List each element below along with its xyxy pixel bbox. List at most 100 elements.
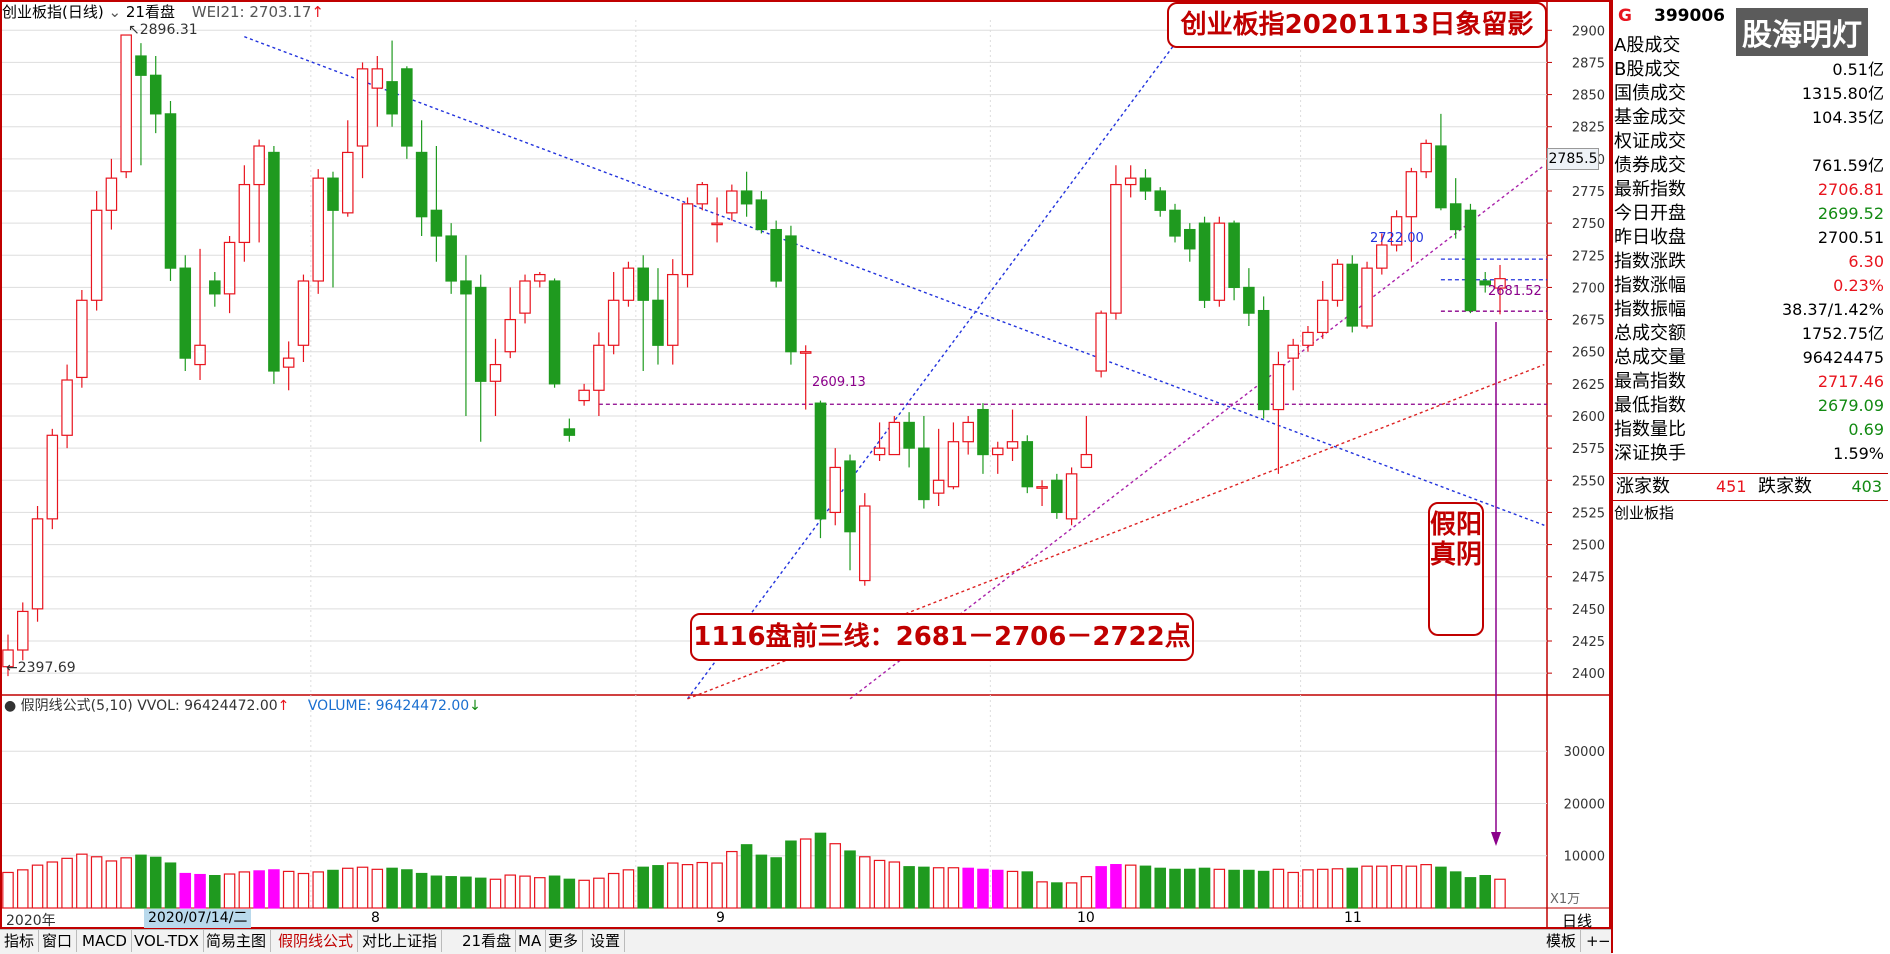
info-row: 指数振幅 38.37/1.42% <box>1612 298 1888 322</box>
candle-body <box>1257 309 1270 411</box>
price-tick-label: 2900 <box>1572 24 1605 39</box>
volume-bar <box>179 872 192 909</box>
volume-bar <box>371 868 384 909</box>
volume-bar <box>474 877 487 909</box>
tab-more[interactable]: 更多 <box>544 930 584 952</box>
price-tick-label: 2500 <box>1572 539 1605 554</box>
candle-body <box>1198 222 1211 301</box>
tab-21-board[interactable]: 21看盘 <box>458 930 517 952</box>
tab-simple-main[interactable]: 简易主图 <box>202 930 272 952</box>
tab-settings[interactable]: 设置 <box>586 930 626 952</box>
candle-body <box>1464 209 1477 312</box>
volume-bar <box>489 878 502 909</box>
info-row-label: 指数涨幅 <box>1614 275 1686 296</box>
candle-body <box>76 299 88 379</box>
volume-bar <box>519 875 531 909</box>
info-row-value: 1752.75亿 <box>1801 324 1884 343</box>
volume-bar <box>282 870 295 909</box>
candle-body <box>1331 263 1344 301</box>
volume-bar <box>962 867 974 909</box>
low-price-value: 2397.69 <box>17 660 76 676</box>
candle-body <box>1302 331 1314 346</box>
candle-body <box>1021 441 1034 488</box>
info-row-value: 6.30 <box>1848 252 1884 271</box>
chart-frame <box>0 0 1611 929</box>
candle-body <box>770 228 782 282</box>
volume-bar <box>1139 865 1152 909</box>
candle-body <box>888 421 901 456</box>
candle-body <box>1184 228 1196 250</box>
volume-bar <box>504 874 517 909</box>
volume-bar <box>622 869 635 909</box>
info-row: 国债成交 1315.80亿 <box>1612 82 1888 106</box>
grid-layer <box>0 0 1611 929</box>
trendline-layer <box>244 23 1547 846</box>
info-row: 指数涨幅 0.23% <box>1612 274 1888 298</box>
volume-bar <box>76 853 88 909</box>
volume-down-arrow-icon: ↓ <box>469 698 481 714</box>
tab-vol-tdx[interactable]: VOL-TDX <box>130 930 204 952</box>
volume-bar <box>829 843 842 909</box>
volume-bar <box>681 864 694 909</box>
mini-chart-title: 创业板指 <box>1614 504 1675 522</box>
info-row: 深证换手 1.59% <box>1612 442 1888 466</box>
vvol-up-arrow-icon: ↑ <box>277 698 290 714</box>
volume-bar <box>1198 867 1211 909</box>
info-row-label: 总成交额 <box>1614 323 1686 344</box>
dropdown-icon[interactable]: ⌄ <box>108 3 122 21</box>
info-row: 最新指数 2706.81 <box>1612 178 1888 202</box>
volume-bar <box>297 872 310 909</box>
remove-button[interactable]: − <box>1598 932 1611 950</box>
info-row-value: 0.69 <box>1848 420 1884 439</box>
info-row-label: 指数量比 <box>1614 419 1686 440</box>
info-row-value: 96424475 <box>1802 348 1884 367</box>
tab-compare-sh[interactable]: 对比上证指 <box>358 930 443 952</box>
candle-body <box>859 505 871 582</box>
candle-layer <box>2 34 1506 677</box>
candle-body <box>1080 453 1093 469</box>
volume-bar <box>223 873 236 909</box>
board-label[interactable]: 21看盘 <box>125 3 175 21</box>
period-label[interactable]: 日线 <box>1562 912 1593 930</box>
info-row-label: 指数涨跌 <box>1614 251 1686 272</box>
quote-sidebar <box>1611 0 1890 953</box>
volume-bar <box>1080 876 1093 909</box>
info-row-label: 最高指数 <box>1614 371 1686 392</box>
candle-body <box>1051 479 1063 514</box>
volume-bar <box>1110 864 1122 909</box>
settings-dot-icon[interactable]: ● <box>4 698 17 714</box>
price-tick-label: 2525 <box>1572 506 1605 521</box>
volume-bar <box>460 876 472 909</box>
volume-bar <box>341 867 354 909</box>
candle-body <box>17 610 29 651</box>
volume-bar <box>932 867 945 909</box>
tab-indicator[interactable]: 指标 <box>0 930 40 952</box>
candle-body <box>1435 145 1447 209</box>
candle-body <box>755 199 768 231</box>
volume-bar <box>593 877 605 909</box>
flag-label: G <box>1618 6 1632 26</box>
candle-body <box>282 357 295 368</box>
fake-yang-callout: 假阳真阴 <box>1428 502 1484 636</box>
level-2722-label: 2722.00 <box>1370 231 1424 246</box>
watermark-logo: 股海明灯 <box>1736 8 1868 56</box>
volume-bar <box>918 866 930 909</box>
info-row-value: 2706.81 <box>1817 180 1884 199</box>
tab-ma[interactable]: MA <box>514 930 547 952</box>
tab-macd[interactable]: MACD <box>78 930 132 952</box>
volume-bar <box>386 867 398 909</box>
candle-body <box>1449 203 1462 231</box>
candle-body <box>1154 190 1167 211</box>
levels-callout-text: 1116盘前三线：2681－2706－2722点 <box>693 622 1191 652</box>
add-button[interactable]: + <box>1586 932 1599 950</box>
bottom-toolbar <box>0 929 1612 954</box>
tab-fake-yin-formula[interactable]: 假阴线公式 <box>274 930 359 952</box>
candle-body <box>223 241 236 295</box>
price-tick-label: 2625 <box>1572 378 1605 393</box>
info-row: 债券成交 761.59亿 <box>1612 154 1888 178</box>
candle-body <box>1420 142 1432 173</box>
volume-bar <box>430 875 443 909</box>
candle-body <box>637 267 649 301</box>
tab-window[interactable]: 窗口 <box>38 930 78 952</box>
tab-template[interactable]: 模板 <box>1542 930 1582 952</box>
